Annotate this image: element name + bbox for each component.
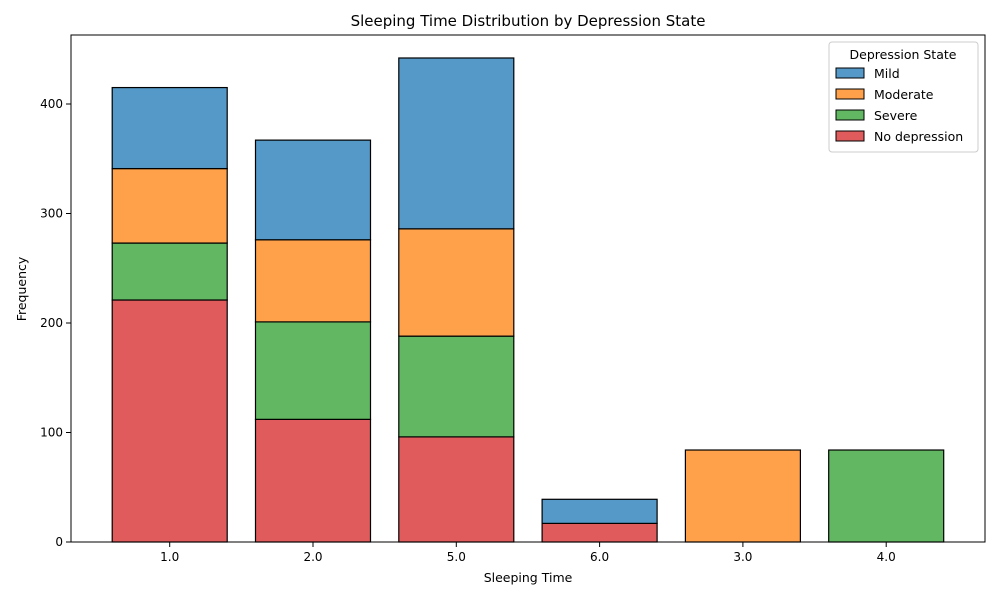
y-tick-label: 200 [40,316,63,330]
plot-frame [70,34,986,543]
bars-layer [111,57,945,543]
y-tick-label: 100 [40,425,63,439]
bar-segment-no-depression-1.0 [111,299,228,543]
legend: Depression State Mild Moderate Severe No de… [828,41,979,153]
y-tick-label: 300 [40,206,63,220]
bar-segment-moderate-3.0 [684,449,802,543]
legend-label-moderate: Moderate [874,87,934,102]
bar-segment-no-depression-2.0 [254,418,372,543]
x-tick-label: 4.0 [877,550,896,564]
y-tick-label: 0 [55,535,63,549]
x-tick-label: 1.0 [160,550,179,564]
legend-swatch-moderate [835,88,865,100]
legend-label-mild: Mild [874,66,900,81]
x-axis-title: Sleeping Time [484,570,573,585]
legend-frame [828,41,979,153]
legend-label-no-depression: No depression [874,129,963,144]
x-tick-label: 3.0 [733,550,752,564]
bar-segment-mild-5.0 [398,57,515,230]
bar-segment-mild-1.0 [111,86,228,170]
y-axis: 0 100 200 300 400 [40,97,71,549]
legend-swatch-no-depression [835,130,865,142]
x-axis: 1.0 2.0 5.0 6.0 3.0 4.0 [160,542,896,564]
bar-segment-severe-1.0 [111,242,228,301]
chart-title: Sleeping Time Distribution by Depression… [351,12,706,30]
bar-segment-no-depression-5.0 [398,436,515,543]
bar-segment-no-depression-6.0 [541,522,658,543]
bar-segment-moderate-1.0 [111,167,228,244]
legend-swatch-severe [835,109,865,121]
x-tick-label: 2.0 [303,550,322,564]
bar-segment-severe-4.0 [828,449,945,543]
bar-segment-mild-6.0 [541,498,658,524]
y-tick-label: 400 [40,97,63,111]
bar-segment-severe-2.0 [254,321,372,420]
legend-swatch-mild [835,67,865,79]
bar-segment-mild-2.0 [254,139,372,241]
legend-title: Depression State [850,47,957,62]
bar-segment-moderate-5.0 [398,228,515,337]
legend-label-severe: Severe [874,108,918,123]
y-axis-title: Frequency [14,256,29,321]
bar-segment-severe-5.0 [398,335,515,438]
x-tick-label: 5.0 [447,550,466,564]
x-tick-label: 6.0 [590,550,609,564]
bar-segment-moderate-2.0 [254,239,372,323]
